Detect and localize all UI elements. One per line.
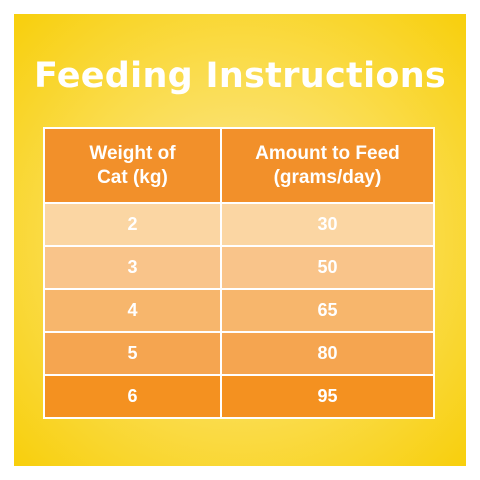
- weight-cell: 2: [43, 202, 222, 247]
- table-row: 2 30: [43, 202, 436, 247]
- table-row: 5 80: [43, 331, 436, 376]
- weight-cell: 5: [43, 331, 222, 376]
- feeding-table: Weight of Cat (kg) Amount to Feed (grams…: [43, 127, 436, 419]
- weight-cell: 6: [43, 374, 222, 419]
- header-weight: Weight of Cat (kg): [43, 127, 222, 204]
- header-amount: Amount to Feed (grams/day): [219, 127, 436, 204]
- amount-cell: 95: [219, 374, 436, 419]
- table-row: 4 65: [43, 288, 436, 333]
- header-amount-line-2: (grams/day): [273, 166, 382, 188]
- table-row: 3 50: [43, 245, 436, 290]
- page-title: Feeding Instructions: [33, 56, 447, 96]
- weight-cell: 4: [43, 288, 222, 333]
- amount-cell: 30: [219, 202, 436, 247]
- table-header-row: Weight of Cat (kg) Amount to Feed (grams…: [43, 127, 436, 204]
- amount-cell: 65: [219, 288, 436, 333]
- amount-cell: 80: [219, 331, 436, 376]
- amount-cell: 50: [219, 245, 436, 290]
- header-weight-line-1: Weight of: [89, 142, 176, 164]
- weight-cell: 3: [43, 245, 222, 290]
- header-amount-line-1: Amount to Feed: [255, 142, 400, 164]
- table-row: 6 95: [43, 374, 436, 419]
- header-weight-line-2: Cat (kg): [97, 166, 168, 188]
